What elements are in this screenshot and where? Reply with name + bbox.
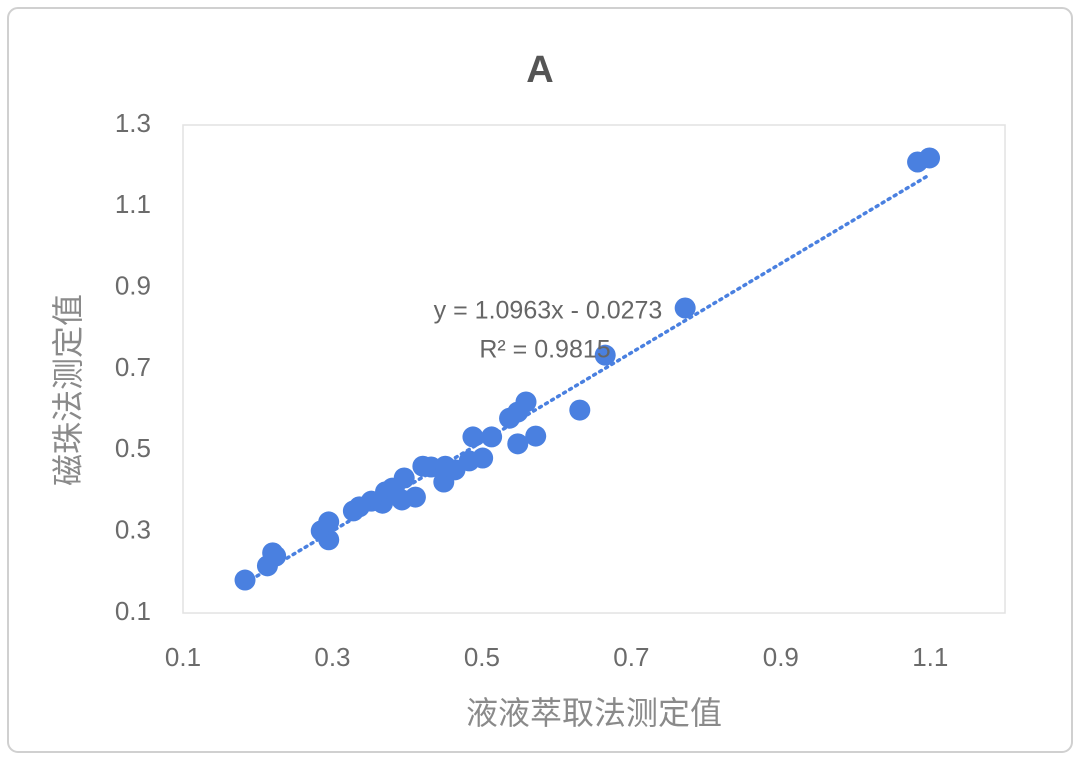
y-tick-label: 0.5 [115,433,151,463]
data-point [569,399,591,421]
y-tick-label: 1.3 [115,108,151,138]
trendline-r-squared: R² = 0.9815 [479,336,610,364]
data-point [234,569,256,591]
y-tick-label: 0.1 [115,596,151,626]
trendline-equation: y = 1.0963x - 0.0273 [434,297,663,325]
x-axis-label: 液液萃取法测定值 [466,694,722,732]
data-point [594,344,616,366]
data-point [515,391,537,413]
y-axis-label: 磁珠法测定值 [49,294,87,486]
y-tick-label: 0.7 [115,352,151,382]
y-tick-label: 1.1 [115,189,151,219]
x-tick-label: 0.7 [613,642,649,672]
x-tick-label: 0.9 [763,642,799,672]
data-point [674,297,696,319]
data-point [472,447,494,469]
chart-frame [7,7,1073,753]
plot-area [182,124,1006,614]
chart-title: A [526,49,553,91]
data-point [525,425,547,447]
data-point [507,433,529,455]
x-tick-label: 0.3 [314,642,350,672]
y-tick-label: 0.9 [115,271,151,301]
data-point [919,147,941,169]
data-point [393,467,415,489]
data-point [404,486,426,508]
data-point [318,511,340,533]
x-tick-label: 1.1 [912,642,948,672]
y-tick-label: 0.3 [115,515,151,545]
x-tick-label: 0.1 [165,642,201,672]
x-tick-label: 0.5 [464,642,500,672]
trendline [243,173,932,585]
